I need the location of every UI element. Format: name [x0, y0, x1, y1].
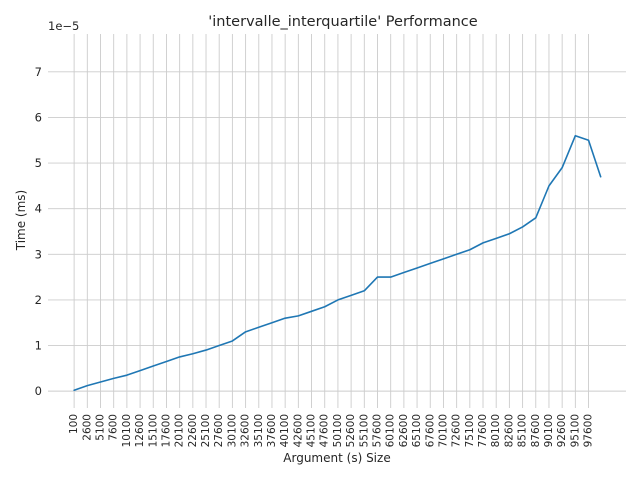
- x-tick-label: 75100: [464, 414, 476, 447]
- x-tick-label: 5100: [94, 414, 106, 441]
- x-tick-label: 52600: [345, 414, 357, 447]
- x-tick-label: 2600: [81, 414, 93, 441]
- x-tick-label: 10100: [121, 414, 133, 447]
- x-tick-label: 25100: [200, 414, 212, 447]
- plot-area: [48, 34, 626, 408]
- x-tick-label: 55100: [358, 414, 370, 447]
- x-tick-label: 45100: [306, 414, 318, 447]
- series-line-0: [73, 134, 602, 392]
- x-tick-label: 27600: [213, 414, 225, 447]
- y-tick-label: 3: [35, 247, 42, 261]
- x-tick-label: 42600: [292, 414, 304, 447]
- x-tick-label: 20100: [174, 414, 186, 447]
- x-axis-title: Argument (s) Size: [283, 451, 390, 465]
- y-tick-label: 7: [35, 65, 42, 79]
- x-tick-label: 65100: [411, 414, 423, 447]
- x-tick-label: 60100: [385, 414, 397, 447]
- x-tick-label: 7600: [108, 414, 120, 441]
- x-tick-label: 82600: [503, 414, 515, 447]
- x-tick-label: 12600: [134, 414, 146, 447]
- x-tick-label: 40100: [279, 414, 291, 447]
- y-tick-label: 0: [35, 384, 42, 398]
- series-layer: [73, 134, 602, 392]
- chart-title: 'intervalle_interquartile' Performance: [208, 14, 477, 30]
- x-tick-label: 62600: [398, 414, 410, 447]
- x-tick-label: 87600: [530, 414, 542, 447]
- y-scale-label: 1e−5: [48, 19, 79, 33]
- x-tick-label: 37600: [266, 414, 278, 447]
- y-tick-label: 4: [35, 202, 42, 216]
- x-tick-label: 85100: [517, 414, 529, 447]
- x-tick-label: 15100: [147, 414, 159, 447]
- y-tick-label: 6: [35, 110, 42, 124]
- y-tick-label: 2: [35, 293, 42, 307]
- x-tick-label: 70100: [437, 414, 449, 447]
- x-tick-label: 30100: [226, 414, 238, 447]
- x-tick-label: 32600: [240, 414, 252, 447]
- x-tick-label: 47600: [319, 414, 331, 447]
- x-tick-label: 67600: [424, 414, 436, 447]
- x-tick-label: 22600: [187, 414, 199, 447]
- x-tick-label: 100: [68, 414, 80, 434]
- x-tick-label: 57600: [371, 414, 383, 447]
- x-tick-label: 97600: [583, 414, 595, 447]
- x-tick-label: 17600: [160, 414, 172, 447]
- y-tick-label: 5: [35, 156, 42, 170]
- x-tick-label: 90100: [543, 414, 555, 447]
- y-tick-labels: 0 1 2 3 4 5 6 7: [35, 65, 42, 398]
- x-tick-label: 72600: [451, 414, 463, 447]
- grid: [48, 34, 626, 408]
- x-tick-label: 92600: [556, 414, 568, 447]
- x-tick-label: 35100: [253, 414, 265, 447]
- x-tick-label: 50100: [332, 414, 344, 447]
- x-tick-labels: 100 2600 5100 7600 10100 12600 15100 17600 20100…: [68, 414, 594, 447]
- y-tick-label: 1: [35, 339, 42, 353]
- y-axis-title: Time (ms): [14, 190, 28, 252]
- x-tick-label: 95100: [569, 414, 581, 447]
- x-tick-label: 77600: [477, 414, 489, 447]
- x-tick-label: 80100: [490, 414, 502, 447]
